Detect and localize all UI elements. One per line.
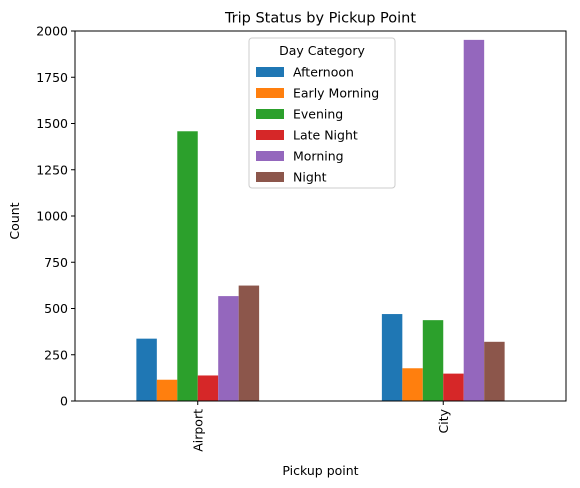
legend-label: Afternoon [293, 65, 354, 80]
x-tick-label: City [436, 408, 451, 433]
bar-airport-early-morning [156, 379, 178, 401]
legend-label: Morning [293, 149, 344, 164]
legend-label: Night [293, 170, 327, 185]
legend-label: Early Morning [293, 86, 379, 101]
legend-box [248, 37, 396, 189]
legend-swatch [256, 109, 284, 119]
legend-swatch [256, 172, 284, 182]
bar-city-afternoon [381, 314, 403, 401]
bar-city-morning [463, 39, 485, 401]
y-tick-label: 1750 [36, 70, 68, 85]
y-tick-label: 250 [44, 347, 68, 362]
y-tick-label: 2000 [36, 24, 68, 39]
x-axis-title: Pickup point [282, 463, 358, 478]
legend-items: Afternoon Early Morning Evening Late Night M… [256, 65, 379, 185]
y-tick-label: 0 [60, 394, 68, 409]
bar-airport-night [238, 285, 260, 401]
bar-airport-morning [218, 296, 239, 401]
legend: Day Category Afternoon Early Morning Eveni… [248, 37, 396, 189]
bar-city-early-morning [402, 368, 423, 401]
bar-city-late-night [443, 373, 464, 401]
x-axis: Airport City [190, 401, 451, 452]
bar-airport-afternoon [136, 338, 157, 401]
y-axis: 0 250 500 750 1000 1250 1500 1750 2000 [36, 24, 75, 409]
legend-swatch [256, 130, 284, 140]
legend-swatch [256, 151, 284, 161]
legend-title: Day Category [279, 43, 365, 58]
bar-airport-evening [177, 131, 198, 401]
legend-label: Evening [293, 107, 343, 122]
y-tick-label: 500 [44, 301, 68, 316]
bar-airport-late-night [197, 375, 219, 401]
y-tick-label: 1500 [36, 116, 68, 131]
chart-title: Trip Status by Pickup Point [224, 11, 416, 27]
legend-swatch [256, 67, 284, 77]
bars-group [136, 39, 505, 401]
y-tick-label: 1000 [36, 209, 68, 224]
y-tick-label: 750 [44, 255, 68, 270]
x-tick-label: Airport [190, 409, 205, 452]
y-axis-title: Count [7, 202, 22, 239]
y-tick-label: 1250 [36, 162, 68, 177]
legend-swatch [256, 88, 284, 98]
bar-city-evening [422, 320, 444, 401]
bar-city-night [484, 341, 505, 401]
legend-label: Late Night [293, 128, 358, 143]
